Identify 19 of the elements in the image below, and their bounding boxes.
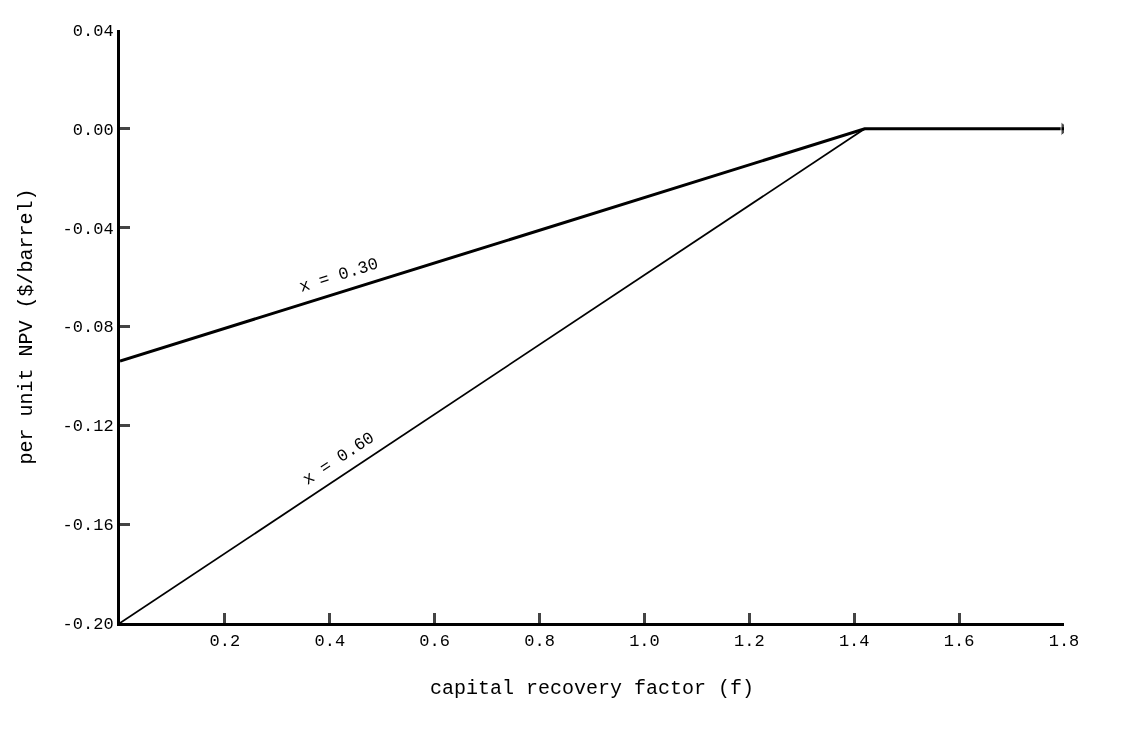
x-axis-title: capital recovery factor (f) [429, 676, 755, 700]
x-tick-label: 1.0 [629, 632, 660, 652]
y-tick-label: 0.04 [72, 21, 114, 41]
x-tick-label: 0.4 [314, 632, 346, 652]
y-tick-label: -0.20 [62, 614, 114, 634]
x-tick-label: 1.6 [943, 632, 975, 652]
y-tick-label: 0.00 [72, 120, 114, 140]
y-tick-label: -0.08 [62, 318, 114, 338]
x-tick-label: 1.4 [838, 632, 870, 652]
y-tick-label: -0.04 [62, 219, 114, 239]
x-tick-label: 0.2 [209, 632, 241, 652]
x-tick-label: 0.8 [524, 632, 555, 652]
x-tick-label: 1.8 [1048, 632, 1080, 652]
x-tick-label: 0.6 [419, 632, 450, 652]
y-tick-label: -0.12 [62, 417, 114, 437]
text: x = 0.30 [297, 254, 381, 297]
y-tick-label: -0.16 [62, 516, 114, 536]
x-tick-label: 1.2 [734, 632, 765, 652]
y-axis-title: per unit NPV ($/barrel) [15, 188, 39, 465]
